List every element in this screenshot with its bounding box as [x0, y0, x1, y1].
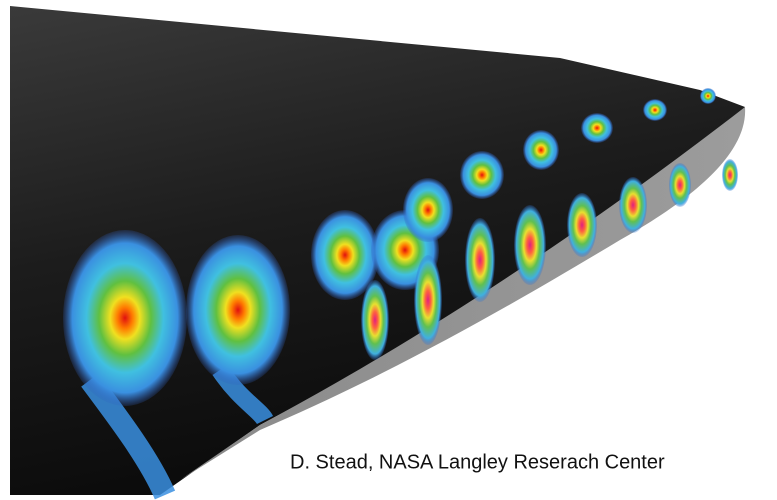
vortex-tail	[669, 163, 691, 207]
vortex	[311, 210, 379, 300]
vortex	[643, 99, 667, 121]
vortex	[700, 88, 716, 104]
vortex	[403, 178, 453, 242]
vortex-tail	[414, 255, 442, 345]
vortex	[63, 230, 187, 406]
vortices	[63, 88, 738, 500]
vortex-tail	[567, 193, 597, 257]
vortex-tail	[722, 159, 738, 191]
vortex	[523, 130, 559, 170]
wing-section-face	[180, 107, 746, 480]
vortex	[460, 151, 504, 199]
vortex-tail	[619, 177, 647, 233]
vortex-tail	[514, 205, 546, 285]
image-credit: D. Stead, NASA Langley Reserach Center	[290, 451, 665, 473]
vortex-tail	[361, 280, 389, 360]
vortex	[581, 113, 613, 143]
vortex-tail	[465, 218, 495, 302]
vortex	[186, 235, 290, 385]
